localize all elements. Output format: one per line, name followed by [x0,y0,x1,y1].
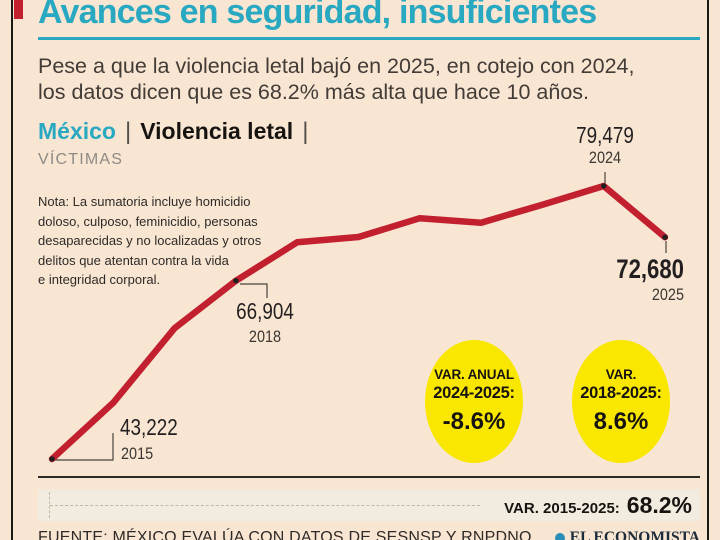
brand-name: EL ECONOMISTA [569,529,700,540]
chart-title-region: México [38,118,116,144]
callout-2015 [54,433,114,461]
subtitle: Pese a que la violencia letal bajó en 20… [38,53,688,105]
summary-label: VAR. 2015-2025: [504,499,620,517]
chart-title: México | Violencia letal | [38,118,308,146]
value-label-2025: 72,680 [616,254,684,284]
chart-note: Nota: La sumatoria incluye homicidio dol… [38,194,262,287]
subtitle-line-1: Pese a que la violencia letal bajó en 20… [38,54,635,78]
year-label-2015: 2015 [121,444,154,463]
badge-annual-line2: 2024-2025: [433,384,515,402]
summary-value: 68.2% [626,491,692,518]
summary-dotted-line [50,504,480,506]
data-point-2024 [601,183,607,189]
badge-midterm-line1: VAR. [605,367,637,382]
globe-icon [554,533,565,540]
year-label-2024: 2024 [588,148,622,167]
chart-title-separator-2: | [302,118,309,145]
year-label-2018: 2018 [248,327,282,346]
value-label-2024: 79,479 [576,122,634,148]
left-frame-border [11,0,13,540]
value-label-2015: 43,222 [120,414,178,440]
variation-badge-midterm: VAR. 2018-2025: 8.6% [572,340,670,463]
summary-text: VAR. 2015-2025: 68.2% [504,492,692,519]
chart-baseline [38,476,700,478]
data-point-2025 [662,234,668,240]
subtitle-line-2: los datos dicen que es 68.2% más alta qu… [38,80,590,104]
badge-midterm-value: 8.6% [593,408,649,435]
chart-title-topic: Violencia letal [140,118,294,144]
summary-bar: VAR. 2015-2025: 68.2% [38,489,700,521]
chart-unit-label: VÍCTIMAS [38,151,124,168]
variation-badge-annual: VAR. ANUAL 2024-2025: -8.6% [425,340,523,463]
year-label-2025: 2025 [651,285,684,304]
data-point-2015 [49,456,55,462]
badge-annual-value: -8.6% [442,408,506,435]
chart-title-separator: | [124,118,132,145]
right-frame-border [707,0,709,540]
brand-logo: EL ECONOMISTA [554,529,700,540]
page-title: Avances en seguridad, insuficientes [38,0,597,31]
red-corner-tab [14,0,23,19]
summary-start-tick [49,492,50,518]
title-divider [38,37,700,40]
badge-annual-line1: VAR. ANUAL [434,367,514,382]
value-label-2018: 66,904 [236,298,294,324]
badge-midterm-line2: 2018-2025: [580,384,662,402]
source-credit: FUENTE: MÉXICO EVALÚA CON DATOS DE SESNS… [38,529,532,540]
